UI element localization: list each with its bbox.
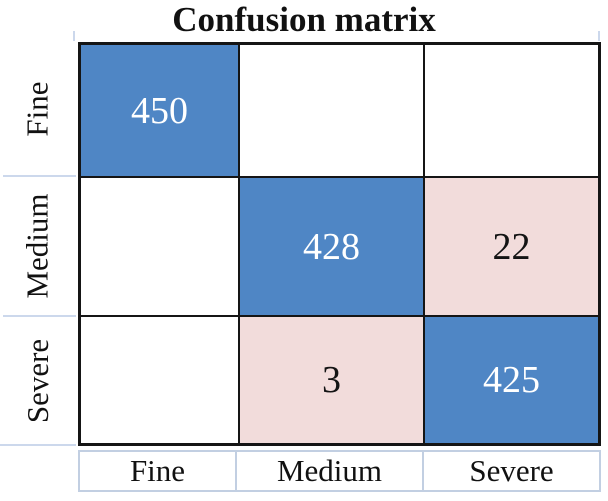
col-label-fine: Fine <box>78 450 237 492</box>
matrix-cell-r1c1: 428 <box>240 178 425 317</box>
row-label-medium: Medium <box>0 175 76 316</box>
axis-tick <box>73 31 75 41</box>
matrix-cell-r0c2 <box>425 45 598 178</box>
matrix-cell-r2c2: 425 <box>425 317 598 443</box>
matrix-cell-r1c2: 22 <box>425 178 598 317</box>
matrix-cell-r0c1 <box>240 45 425 178</box>
column-labels-row: Fine Medium Severe <box>78 450 601 492</box>
matrix-grid: 450 428 22 3 425 <box>78 42 601 446</box>
matrix-cell-r1c0 <box>81 178 240 317</box>
axis-tick <box>3 315 76 317</box>
row-label-fine: Fine <box>0 42 76 175</box>
axis-tick <box>0 444 76 446</box>
col-label-medium: Medium <box>237 450 424 492</box>
matrix-cell-r2c0 <box>81 317 240 443</box>
row-label-fine-text: Fine <box>20 80 55 137</box>
axis-tick <box>3 175 76 177</box>
matrix-cell-r0c0: 450 <box>81 45 240 178</box>
chart-title: Confusion matrix <box>172 0 436 39</box>
matrix-cell-r2c1: 3 <box>240 317 425 443</box>
col-label-severe: Severe <box>424 450 601 492</box>
row-label-severe: Severe <box>0 316 76 446</box>
axis-tick <box>598 31 600 41</box>
row-label-severe-text: Severe <box>20 338 55 424</box>
row-label-medium-text: Medium <box>20 192 55 299</box>
